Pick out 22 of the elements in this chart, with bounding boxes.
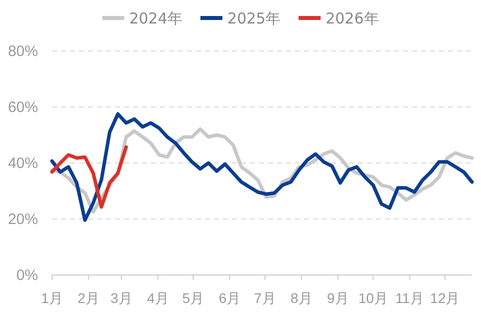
x-tick-label: 11月: [395, 290, 424, 306]
line-series: [50, 112, 474, 222]
x-tick-label: 4月: [146, 290, 169, 306]
x-tick-label: 12月: [430, 290, 460, 306]
y-tick-label: 20%: [8, 210, 38, 228]
x-tick-label: 2月: [78, 290, 100, 306]
x-tick-label: 8月: [290, 290, 312, 306]
line-series: [50, 145, 128, 209]
x-tick-label: 10月: [358, 290, 388, 306]
x-tick-label: 5月: [182, 290, 204, 306]
y-tick-label: 60%: [8, 98, 38, 116]
x-tick-label: 1月: [41, 290, 63, 306]
legend-label: 2024年: [129, 10, 182, 28]
legend-label: 2026年: [326, 10, 379, 28]
x-tick-label: 3月: [110, 290, 132, 306]
y-tick-label: 0%: [16, 266, 38, 284]
x-tick-label: 6月: [218, 290, 241, 306]
legend-label: 2025年: [227, 10, 281, 28]
y-tick-label: 40%: [8, 154, 38, 172]
x-tick-label: 7月: [254, 290, 276, 306]
x-tick-label: 9月: [326, 290, 349, 306]
y-tick-label: 80%: [8, 42, 38, 60]
